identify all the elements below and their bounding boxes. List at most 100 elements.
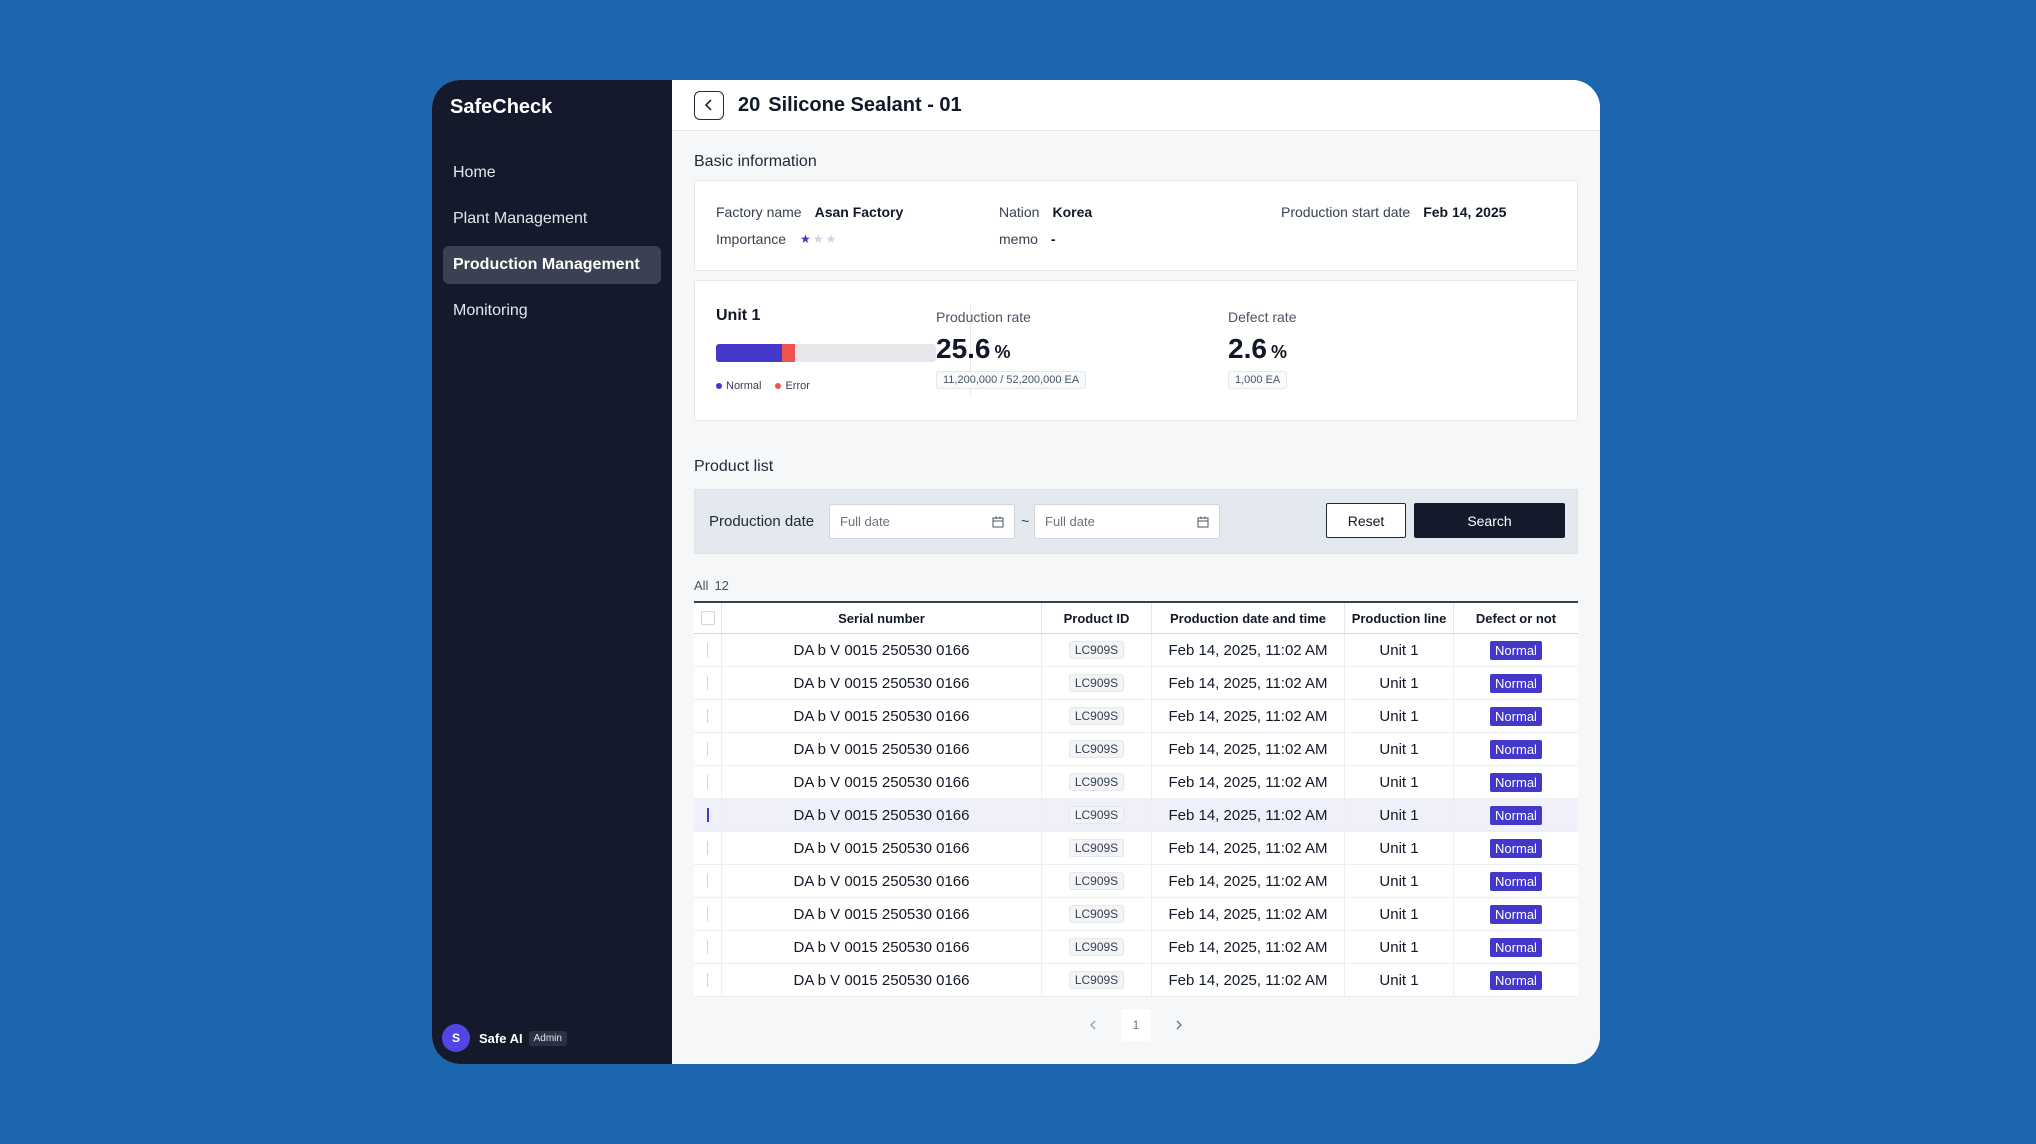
serial-number-cell: DA b V 0015 250530 0166 [722, 667, 1042, 699]
previous-page-button[interactable] [1079, 1009, 1107, 1041]
status-badge: Normal [1490, 937, 1542, 957]
chevron-left-icon [1090, 1020, 1096, 1030]
row-select-cell[interactable] [694, 766, 722, 798]
defect-count: 1,000 EA [1228, 371, 1288, 389]
production-line-cell: Unit 1 [1345, 766, 1454, 798]
product-list-title: Product list [694, 458, 774, 475]
status-badge: Normal [1490, 805, 1542, 825]
dot-icon [775, 383, 782, 389]
product-id-tag: LC909S [1068, 806, 1125, 824]
result-count-value: 12 [714, 578, 729, 593]
datetime-cell: Feb 14, 2025, 11:02 AM [1152, 964, 1345, 996]
serial-number-cell: DA b V 0015 250530 0166 [722, 733, 1042, 765]
product-id-cell: LC909S [1042, 898, 1152, 930]
row-select-cell[interactable] [694, 733, 722, 765]
sidebar-item-monitoring[interactable]: Monitoring [453, 302, 528, 319]
result-count: All 12 [694, 578, 729, 593]
product-id-cell: LC909S [1042, 931, 1152, 963]
row-select-cell[interactable] [694, 667, 722, 699]
date-from-input[interactable]: Full date [829, 504, 1015, 539]
date-to-input[interactable]: Full date [1034, 504, 1220, 539]
page-title-text: Silicone Sealant - 01 [768, 93, 962, 116]
row-checkbox[interactable] [707, 874, 708, 888]
defect-rate-value: 2.6 [1228, 333, 1267, 364]
row-select-cell[interactable] [694, 964, 722, 996]
table-row[interactable]: DA b V 0015 250530 0166 LC909S Feb 14, 202… [694, 898, 1578, 931]
date-to-placeholder: Full date [1045, 514, 1095, 529]
production-rate-unit: % [994, 342, 1011, 362]
sidebar: SafeCheck Home Plant Management Producti… [432, 80, 672, 1064]
table-row[interactable]: DA b V 0015 250530 0166 LC909S Feb 14, 202… [694, 766, 1578, 799]
row-checkbox[interactable] [706, 808, 709, 822]
back-button[interactable] [694, 90, 724, 120]
app-logo: SafeCheck [450, 96, 553, 118]
row-checkbox[interactable] [707, 907, 708, 921]
column-header-serial[interactable]: Serial number [722, 603, 1042, 633]
sidebar-item-home[interactable]: Home [453, 164, 496, 181]
factory-name-value: Asan Factory [814, 204, 904, 220]
column-header-defect[interactable]: Defect or not [1475, 610, 1557, 626]
row-checkbox[interactable] [707, 940, 708, 954]
search-button[interactable]: Search [1414, 503, 1565, 538]
serial-number-cell: DA b V 0015 250530 0166 [722, 832, 1042, 864]
production-line-cell: Unit 1 [1345, 700, 1454, 732]
next-page-button[interactable] [1165, 1009, 1193, 1041]
product-id-cell: LC909S [1042, 667, 1152, 699]
status-badge: Normal [1490, 904, 1542, 924]
row-select-cell[interactable] [694, 865, 722, 897]
defect-rate-label: Defect rate [1228, 309, 1297, 325]
table-row[interactable]: DA b V 0015 250530 0166 LC909S Feb 14, 202… [694, 865, 1578, 898]
production-count: 11,200,000 / 52,200,000 EA [936, 371, 1087, 389]
row-checkbox[interactable] [707, 676, 708, 690]
user-name: Safe AI [479, 1030, 523, 1046]
unit-status-bar [716, 344, 936, 362]
reset-button[interactable]: Reset [1326, 503, 1406, 538]
importance-field: Importance ★ ★ ★ [716, 231, 836, 247]
table-row[interactable]: DA b V 0015 250530 0166 LC909S Feb 14, 202… [694, 667, 1578, 700]
row-select-cell[interactable] [694, 931, 722, 963]
table-row[interactable]: DA b V 0015 250530 0166 LC909S Feb 14, 202… [694, 733, 1578, 766]
row-checkbox[interactable] [707, 709, 708, 723]
row-select-cell[interactable] [694, 832, 722, 864]
serial-number-cell: DA b V 0015 250530 0166 [722, 700, 1042, 732]
table-row[interactable]: DA b V 0015 250530 0166 LC909S Feb 14, 202… [694, 832, 1578, 865]
sidebar-item-plant-management[interactable]: Plant Management [453, 210, 588, 227]
column-header-line[interactable]: Production line [1345, 603, 1454, 633]
product-id-cell: LC909S [1042, 634, 1152, 666]
select-all-checkbox[interactable] [700, 611, 715, 625]
table-row[interactable]: DA b V 0015 250530 0166 LC909S Feb 14, 202… [694, 634, 1578, 667]
table-row[interactable]: DA b V 0015 250530 0166 LC909S Feb 14, 202… [694, 700, 1578, 733]
user-profile[interactable]: S Safe AI Admin [442, 1024, 567, 1052]
row-checkbox[interactable] [707, 775, 708, 789]
sidebar-item-production-management[interactable]: Production Management [443, 246, 661, 284]
production-line-cell: Unit 1 [1345, 832, 1454, 864]
production-line-cell: Unit 1 [1345, 634, 1454, 666]
row-select-cell[interactable] [694, 799, 722, 831]
status-badge: Normal [1490, 970, 1542, 990]
factory-name-field: Factory name Asan Factory [716, 204, 903, 220]
row-checkbox[interactable] [707, 643, 708, 657]
page-number-button[interactable]: 1 [1121, 1009, 1151, 1041]
calendar-icon [1197, 516, 1209, 527]
row-checkbox[interactable] [707, 841, 708, 855]
product-id-cell: LC909S [1042, 964, 1152, 996]
status-badge: Normal [1490, 739, 1542, 759]
row-select-cell[interactable] [694, 898, 722, 930]
defect-status-cell: Normal [1454, 634, 1578, 666]
column-header-product-id[interactable]: Product ID [1042, 603, 1152, 633]
production-start-field: Production start date Feb 14, 2025 [1281, 204, 1506, 220]
row-checkbox[interactable] [707, 973, 708, 987]
row-select-cell[interactable] [694, 634, 722, 666]
basic-info-card: Factory name Asan Factory Nation Korea P… [694, 180, 1578, 271]
table-row[interactable]: DA b V 0015 250530 0166 LC909S Feb 14, 202… [694, 799, 1578, 832]
row-checkbox[interactable] [707, 742, 708, 756]
column-header-datetime[interactable]: Production date and time [1152, 603, 1345, 633]
table-row[interactable]: DA b V 0015 250530 0166 LC909S Feb 14, 202… [694, 964, 1578, 997]
bar-error-segment [782, 344, 796, 362]
legend-normal: Normal [716, 380, 761, 392]
product-id-tag: LC909S [1068, 839, 1125, 857]
row-select-cell[interactable] [694, 700, 722, 732]
production-line-cell: Unit 1 [1345, 865, 1454, 897]
table-row[interactable]: DA b V 0015 250530 0166 LC909S Feb 14, 202… [694, 931, 1578, 964]
star-icon: ★ [825, 232, 837, 246]
